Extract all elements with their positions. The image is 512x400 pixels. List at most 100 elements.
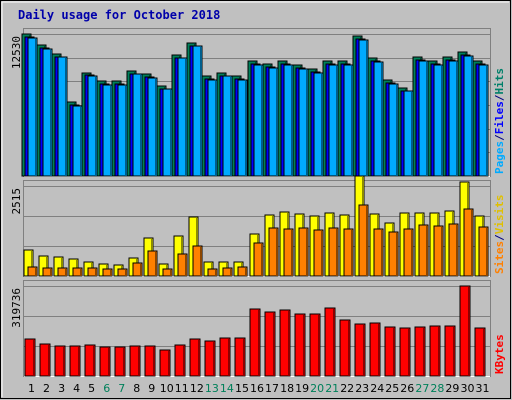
bar-pages-day-9	[147, 77, 158, 177]
series-pages	[27, 37, 489, 177]
bar-kbytes-day-28	[429, 325, 441, 377]
series-kbytes	[24, 285, 486, 377]
legend-entry: /	[493, 234, 506, 241]
bar-sites-day-21	[328, 227, 339, 277]
x-tick-day-28: 28	[430, 382, 444, 395]
bar-pages-day-14	[222, 75, 233, 177]
bar-kbytes-day-5	[84, 344, 96, 377]
bar-sites-day-17	[268, 227, 279, 277]
bar-pages-day-11	[177, 57, 188, 177]
panel-kbytes: 319736 KBytes	[10, 280, 506, 377]
y-axis-max-label: 2515	[10, 188, 23, 215]
x-tick-day-8: 8	[133, 382, 140, 395]
bar-pages-day-17	[268, 67, 279, 177]
x-tick-day-20: 20	[310, 382, 324, 395]
bar-pages-day-1	[27, 37, 38, 177]
bar-pages-day-21	[328, 64, 339, 177]
bar-pages-day-7	[117, 84, 128, 177]
bar-sites-day-11	[177, 253, 188, 277]
bar-pages-day-18	[283, 64, 294, 177]
bar-kbytes-day-1	[24, 338, 36, 377]
x-tick-day-10: 10	[160, 382, 174, 395]
bar-pages-day-16	[253, 64, 264, 177]
x-tick-day-1: 1	[28, 382, 35, 395]
bar-sites-day-9	[147, 250, 158, 277]
bar-pages-day-10	[162, 88, 173, 177]
bar-kbytes-day-14	[219, 337, 231, 377]
x-tick-day-6: 6	[103, 382, 110, 395]
bar-sites-day-4	[72, 267, 83, 277]
bar-sites-day-19	[298, 227, 309, 277]
x-tick-day-30: 30	[461, 382, 475, 395]
bar-sites-day-6	[102, 268, 113, 277]
bar-pages-day-24	[373, 61, 384, 177]
legend-entry: /	[493, 94, 506, 101]
bar-pages-day-12	[192, 45, 203, 177]
bar-sites-day-15	[237, 266, 248, 277]
series-sites	[27, 204, 489, 277]
bar-kbytes-day-31	[474, 327, 486, 377]
bar-sites-day-28	[433, 225, 444, 277]
x-tick-day-23: 23	[355, 382, 369, 395]
x-tick-day-18: 18	[280, 382, 294, 395]
x-tick-day-21: 21	[325, 382, 339, 395]
bar-kbytes-day-15	[234, 337, 246, 377]
bar-pages-day-3	[57, 56, 68, 177]
x-tick-day-25: 25	[385, 382, 399, 395]
bar-kbytes-day-16	[249, 308, 261, 377]
bar-kbytes-day-22	[339, 319, 351, 377]
bar-sites-day-26	[403, 228, 414, 277]
x-tick-day-5: 5	[88, 382, 95, 395]
bar-kbytes-day-7	[114, 346, 126, 377]
x-tick-day-7: 7	[118, 382, 125, 395]
bar-kbytes-day-4	[69, 345, 81, 377]
bar-sites-day-5	[87, 267, 98, 277]
legend-entry: /	[493, 134, 506, 141]
x-tick-day-13: 13	[205, 382, 219, 395]
bar-sites-day-31	[478, 226, 489, 277]
x-tick-day-27: 27	[415, 382, 429, 395]
x-tick-day-14: 14	[220, 382, 234, 395]
bar-sites-day-10	[162, 268, 173, 277]
chart-title: Daily usage for October 2018	[18, 8, 220, 22]
x-tick-day-4: 4	[73, 382, 80, 395]
legend-entry: KBytes	[493, 334, 506, 374]
bar-sites-day-3	[57, 267, 68, 277]
bar-sites-day-30	[463, 208, 474, 277]
bar-kbytes-day-20	[309, 313, 321, 377]
chart-panels: 12530Pages/Files/Hits2515Sites/Visits319…	[10, 28, 506, 377]
bar-kbytes-day-3	[54, 345, 66, 377]
legend-entry: Visits	[493, 195, 506, 235]
bar-pages-day-22	[343, 64, 354, 177]
bar-sites-day-13	[207, 268, 218, 277]
bar-sites-day-27	[418, 224, 429, 277]
bar-pages-day-25	[388, 83, 399, 177]
bar-kbytes-day-2	[39, 343, 51, 377]
bar-kbytes-day-13	[204, 340, 216, 377]
bar-kbytes-day-23	[354, 323, 366, 377]
bar-sites-day-7	[117, 268, 128, 277]
x-tick-day-16: 16	[250, 382, 264, 395]
bar-sites-day-24	[373, 228, 384, 277]
x-tick-day-3: 3	[58, 382, 65, 395]
x-tick-day-2: 2	[43, 382, 50, 395]
bar-pages-day-23	[358, 39, 369, 177]
bar-kbytes-day-24	[369, 322, 381, 377]
panel-legend: Pages/Files/Hits	[493, 68, 506, 174]
bar-pages-day-6	[102, 84, 113, 177]
bar-pages-day-13	[207, 79, 218, 177]
panel-sites-visits: 2515 Sites/Visits	[10, 175, 506, 277]
bar-pages-day-31	[478, 64, 489, 177]
x-tick-day-11: 11	[175, 382, 189, 395]
bar-sites-day-2	[42, 267, 53, 277]
bar-pages-day-8	[132, 73, 143, 177]
x-tick-day-31: 31	[476, 382, 490, 395]
x-tick-day-9: 9	[148, 382, 155, 395]
bar-kbytes-day-21	[324, 307, 336, 377]
bar-kbytes-day-8	[129, 345, 141, 377]
bar-kbytes-day-30	[459, 285, 471, 377]
